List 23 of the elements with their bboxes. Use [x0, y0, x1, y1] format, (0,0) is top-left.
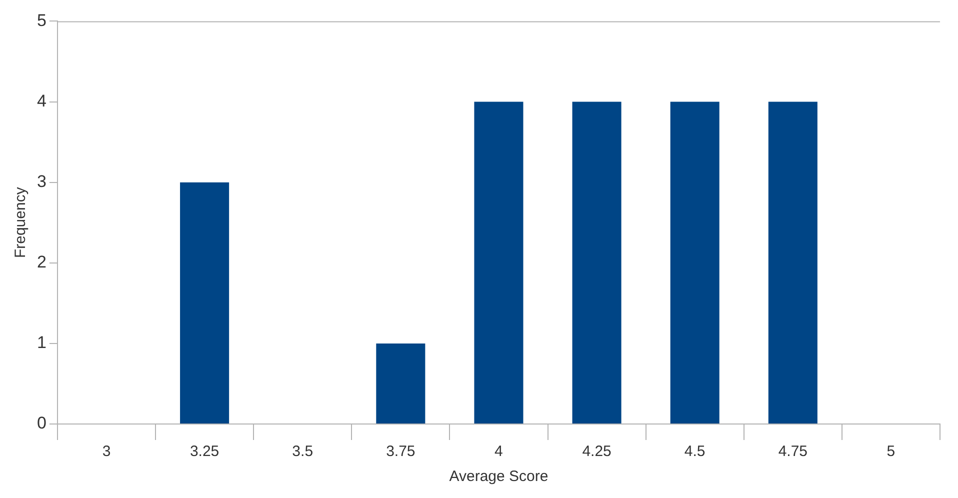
x-tick-label: 3 — [102, 443, 111, 460]
x-tick-label: 3.5 — [292, 443, 314, 460]
bar — [180, 182, 230, 424]
y-tick-label: 4 — [36, 91, 46, 110]
bar — [376, 343, 426, 424]
y-tick-label: 5 — [36, 10, 46, 30]
y-tick-label: 2 — [36, 252, 46, 272]
x-tick-label: 4.5 — [684, 443, 706, 460]
x-tick-label: 4 — [494, 443, 503, 460]
y-tick-label: 1 — [36, 333, 46, 352]
bar — [670, 102, 720, 424]
y-axis-title: Frequency — [12, 186, 30, 258]
x-tick-label: 3.25 — [190, 443, 220, 460]
bar — [572, 102, 622, 424]
x-tick-label: 4.25 — [582, 443, 612, 460]
bar — [768, 102, 818, 424]
x-tick-label: 3.75 — [386, 443, 416, 460]
y-tick-label: 3 — [36, 172, 46, 192]
x-tick-label: 5 — [886, 443, 896, 460]
bar — [474, 102, 524, 424]
y-tick-label: 0 — [36, 414, 46, 433]
x-axis-title: Average Score — [449, 468, 548, 486]
x-tick-label: 4.75 — [778, 443, 808, 460]
